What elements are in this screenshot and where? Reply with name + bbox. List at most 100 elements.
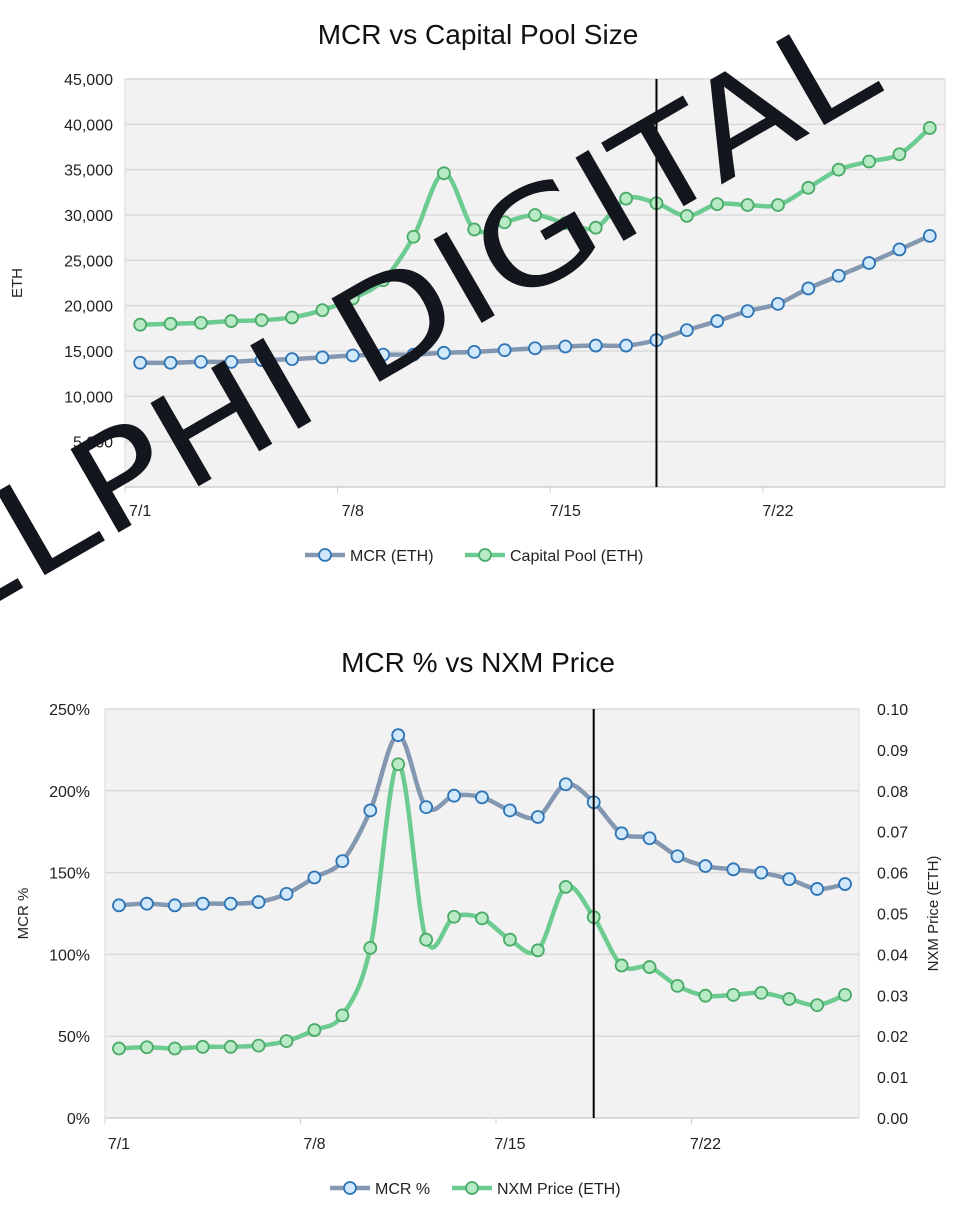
data-point [588,338,603,353]
data-point [315,350,330,365]
data-point [801,180,816,195]
x-tick-label: 7/15 [494,1136,525,1153]
data-point [223,896,238,911]
data-point [922,228,937,243]
y-tick-label: 45,000 [64,72,113,89]
data-point [679,209,694,223]
data-point [497,343,512,357]
y-axis-label: ETH [9,268,26,298]
data-point [167,898,182,913]
y2-tick-label: 0.06 [877,866,908,883]
data-point [112,1041,126,1056]
data-point [345,348,360,363]
data-point [740,198,755,212]
data-point [782,872,797,887]
data-point [810,882,825,896]
data-point [771,198,785,212]
data-point [112,898,126,913]
data-point [307,870,322,885]
data-point [345,291,360,306]
data-point [679,323,694,338]
data-point [467,345,482,359]
data-point [698,988,713,1003]
data-point [614,826,629,841]
data-point [195,896,210,911]
data-point [558,216,573,231]
legend-label: MCR (ETH) [350,548,434,565]
data-point [419,932,434,947]
data-point [447,788,461,803]
y-tick-label: 35,000 [64,163,113,180]
chart-title: MCR vs Capital Pool Size [318,19,639,50]
x-tick-label: 7/1 [108,1136,130,1153]
data-point [251,895,266,909]
data-point [406,347,421,362]
legend-marker [478,548,492,562]
data-point [251,1038,266,1053]
data-point [163,316,178,331]
data-point [710,314,725,328]
data-point [139,1040,154,1055]
chart-mcr-vs-capital-pool: MCR vs Capital Pool Size 0 5,000 10,000 15,0… [9,19,946,565]
y2-tick-label: 0.10 [877,702,908,719]
data-point [223,1039,238,1054]
data-point [475,911,489,926]
y-tick-label: 5,000 [73,435,113,452]
data-point [710,197,725,212]
data-point [619,191,634,206]
legend-label: NXM Price (ETH) [497,1181,621,1198]
data-point [530,943,545,958]
y2-tick-label: 0.05 [877,907,908,924]
data-point [754,865,769,880]
data-point [376,273,391,288]
data-point [167,1041,182,1056]
data-point [642,831,657,846]
y2-tick-label: 0.00 [877,1111,908,1128]
data-point [862,256,876,270]
data-point [892,242,907,257]
data-point [194,354,208,369]
legend-marker [465,1181,479,1195]
data-point [528,208,542,222]
y-tick-label: 0 [104,480,113,497]
data-point [614,958,629,973]
data-point [588,220,603,235]
data-point [838,987,852,1002]
data-point [307,1023,322,1037]
y-tick-label: 20,000 [64,299,113,316]
data-point [754,985,769,1000]
data-point [224,314,239,328]
y2-tick-label: 0.09 [877,743,908,760]
data-point [335,854,350,869]
legend-marker [318,548,332,562]
data-point [436,345,451,360]
y-tick-label: 15,000 [64,344,113,361]
data-point [391,728,406,743]
data-point [726,862,741,877]
data-point [503,932,517,947]
data-point [831,162,846,177]
data-point [670,849,685,864]
data-point [503,803,517,818]
data-point [254,353,269,367]
legend-label: Capital Pool (ETH) [510,548,643,565]
y2-axis-label: NXM Price (ETH) [925,856,942,972]
data-point [363,803,378,818]
data-point [419,800,434,815]
y-tick-label: 30,000 [64,208,113,225]
data-point [335,1008,350,1023]
y2-tick-label: 0.08 [877,784,908,801]
data-point [619,338,634,353]
y2-tick-label: 0.01 [877,1070,908,1087]
data-point [447,909,461,924]
y-axis-label: MCR % [15,888,32,940]
data-point [771,296,785,311]
data-point [376,347,391,362]
data-point [698,859,713,873]
chart-title: MCR % vs NXM Price [341,647,615,678]
data-point [391,757,406,772]
data-point [436,166,451,181]
y-tick-label: 25,000 [64,253,113,270]
data-point [195,1039,210,1054]
